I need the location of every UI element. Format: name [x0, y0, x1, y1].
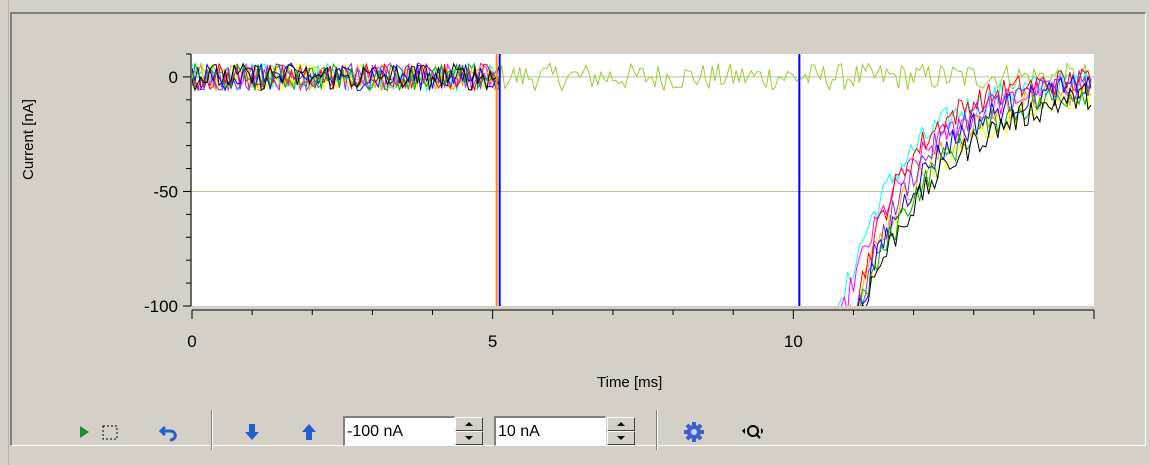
cursors: [495, 54, 801, 306]
y-tick-label: -100: [144, 297, 178, 316]
play-icon[interactable]: [73, 421, 95, 443]
arrow-up-icon[interactable]: [298, 421, 320, 443]
gear-icon[interactable]: [683, 421, 705, 443]
y-tick-label: 0: [169, 68, 178, 87]
trace-6: [192, 62, 1092, 306]
tick-labels: 0 -50 -100 0 5 10: [144, 68, 803, 351]
max-value-input[interactable]: [496, 418, 605, 445]
max-spin-down[interactable]: [607, 431, 635, 445]
x-tick-label: 0: [187, 332, 196, 351]
zoom-fit-icon[interactable]: [741, 421, 763, 443]
min-spin-up[interactable]: [455, 417, 483, 431]
max-value-field[interactable]: [494, 416, 606, 446]
trace-9: [192, 62, 1092, 306]
arrow-down-icon[interactable]: [241, 421, 263, 443]
y-tick-label: -50: [153, 182, 178, 201]
plot-area[interactable]: [192, 54, 1094, 306]
max-spin-up[interactable]: [607, 417, 635, 431]
axes: [183, 53, 1095, 319]
bottom-strip: [10, 452, 1146, 465]
window-left-edge: [0, 0, 9, 465]
trace-7: [192, 62, 1092, 306]
x-tick-label: 5: [488, 332, 497, 351]
traces: [192, 61, 1092, 306]
x-tick-label: 10: [784, 332, 803, 351]
undo-icon[interactable]: [157, 421, 179, 443]
x-axis-label: Time [ms]: [597, 374, 663, 391]
min-value-spinner[interactable]: [455, 417, 483, 445]
min-value-input[interactable]: [345, 418, 454, 445]
min-spin-down[interactable]: [455, 431, 483, 445]
selection-rect-icon[interactable]: [99, 421, 121, 443]
min-value-field[interactable]: [343, 416, 455, 446]
y-axis-label: Current [nA]: [20, 99, 37, 180]
max-value-spinner[interactable]: [607, 417, 635, 445]
